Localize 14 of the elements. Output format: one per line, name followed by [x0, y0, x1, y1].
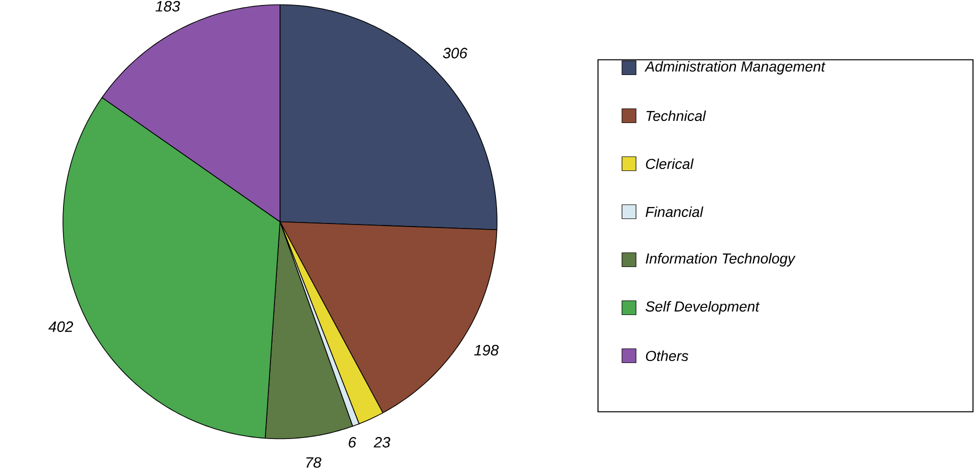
- data-label: 183: [156, 1, 180, 12]
- data-label: 306: [442, 48, 468, 58]
- legend-label: Financial: [646, 206, 704, 218]
- legend-label: Administration Management: [644, 61, 826, 75]
- legend-label: Information Technology: [646, 253, 796, 267]
- legend-label: Self Development: [646, 301, 760, 315]
- legend-label: Others: [646, 350, 688, 362]
- legend-label: Technical: [646, 110, 706, 122]
- data-label: 402: [48, 322, 74, 332]
- data-label: 78: [306, 457, 322, 468]
- data-label: 6: [348, 437, 356, 448]
- legend-label: Clerical: [646, 158, 694, 170]
- data-label: 23: [374, 437, 390, 448]
- data-label: 198: [474, 344, 499, 356]
